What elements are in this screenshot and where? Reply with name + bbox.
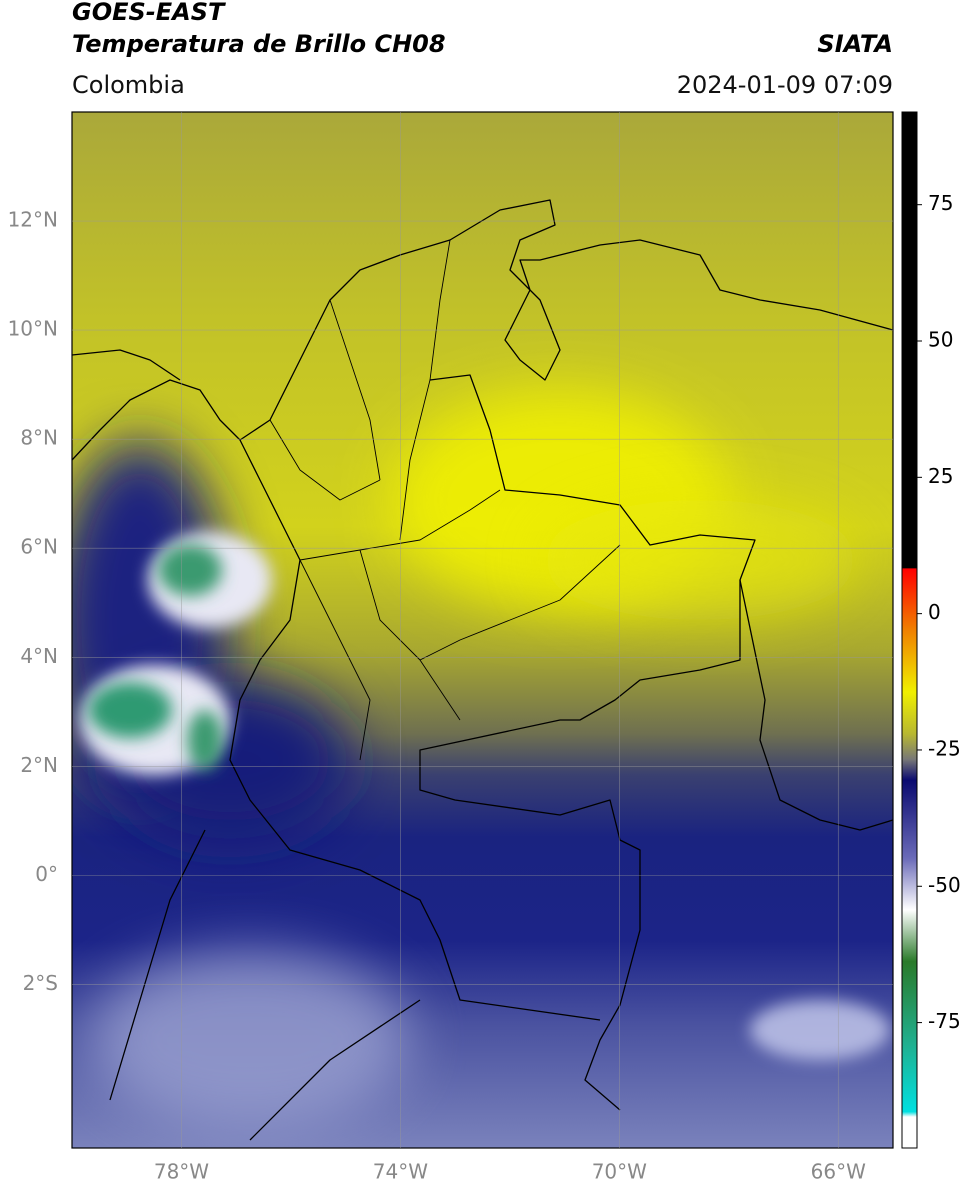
region: Colombia — [72, 71, 185, 99]
lon-tick-label: 74°W — [373, 1160, 428, 1184]
lat-tick-label: 2°S — [23, 971, 58, 995]
satellite-image — [72, 112, 893, 1148]
lon-tick-label: 78°W — [154, 1160, 209, 1184]
lat-tick-label: 10°N — [8, 317, 58, 341]
colorbar-tick-label: 0 — [928, 600, 941, 624]
colorbar — [901, 111, 918, 1149]
lat-tick-label: 8°N — [20, 426, 58, 450]
lat-tick-label: 12°N — [8, 208, 58, 232]
datetime: 2024-01-09 07:09 — [677, 71, 893, 99]
lat-tick-label: 2°N — [20, 753, 58, 777]
axes: 78°W 74°W 70°W 66°W 12°N 10°N 8°N 6°N 4°N 2°N 0° 2°… — [8, 112, 961, 1184]
brand: SIATA — [817, 30, 893, 58]
lon-tick-label: 70°W — [592, 1160, 647, 1184]
colorbar-tick-label: -50 — [928, 873, 961, 897]
title: GOES-EAST — [72, 0, 226, 26]
lon-tick-label: 66°W — [811, 1160, 866, 1184]
lat-tick-label: 0° — [35, 862, 58, 886]
colorbar-tick-label: 50 — [928, 328, 953, 352]
lat-tick-label: 4°N — [20, 644, 58, 668]
colorbar-tick-label: -25 — [928, 736, 961, 760]
subtitle: Temperatura de Brillo CH08 — [72, 30, 446, 58]
colorbar-tick-label: 25 — [928, 464, 953, 488]
colorbar-tick-label: -75 — [928, 1009, 961, 1033]
map-frame — [71, 111, 894, 1149]
lat-tick-label: 6°N — [20, 535, 58, 559]
colorbar-tick-label: 75 — [928, 191, 953, 215]
